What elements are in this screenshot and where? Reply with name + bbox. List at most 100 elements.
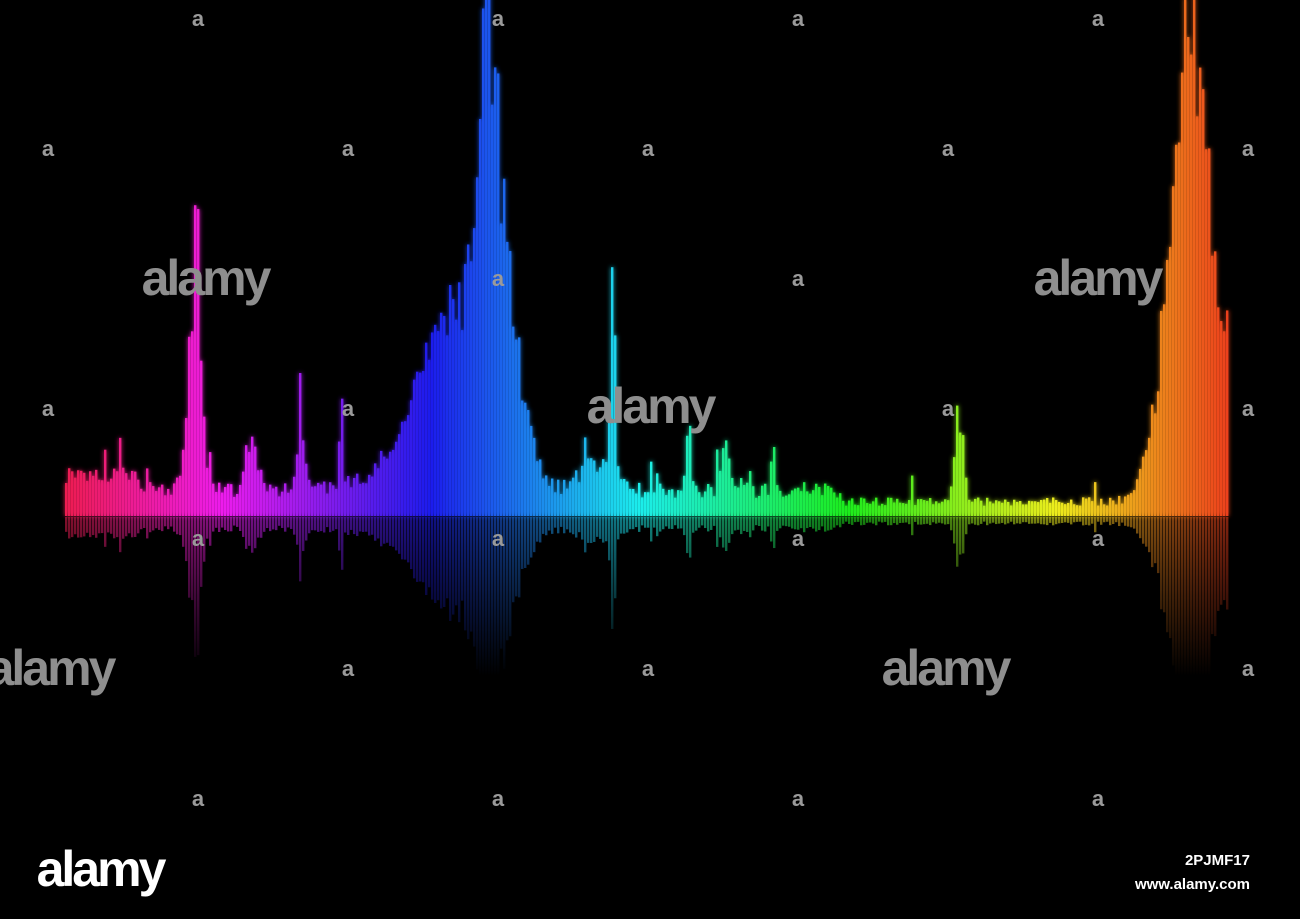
reflection-bar bbox=[332, 517, 335, 531]
reflection-bar bbox=[1196, 517, 1199, 697]
spectrum-bar bbox=[623, 479, 626, 516]
spectrum-bar bbox=[938, 503, 941, 516]
reflection-bar bbox=[593, 517, 596, 542]
spectrum-bar bbox=[647, 492, 650, 516]
spectrum-bar bbox=[962, 435, 965, 516]
spectrum-bar bbox=[134, 471, 137, 516]
reflection-bar bbox=[467, 517, 470, 640]
spectrum-bar bbox=[641, 497, 644, 516]
spectrum-bar bbox=[515, 339, 518, 516]
spectrum-bar bbox=[1109, 497, 1112, 516]
spectrum-bar bbox=[692, 481, 695, 516]
spectrum-bar bbox=[716, 449, 719, 516]
spectrum-bar bbox=[995, 500, 998, 516]
spectrum-bar bbox=[1028, 500, 1031, 516]
spectrum-bar bbox=[530, 425, 533, 516]
reflection-bar bbox=[395, 517, 398, 551]
spectrum-bar bbox=[158, 487, 161, 516]
reflection-bar bbox=[98, 517, 101, 534]
spectrum-bar bbox=[1067, 502, 1070, 516]
reflection-bar bbox=[854, 517, 857, 523]
reflection-bar bbox=[1091, 517, 1094, 524]
spectrum-bar bbox=[302, 440, 305, 516]
spectrum-bar bbox=[893, 502, 896, 516]
spectrum-bar bbox=[491, 104, 494, 517]
spectrum-bar bbox=[638, 482, 641, 516]
reflection-bar bbox=[1097, 517, 1100, 522]
reflection-bar bbox=[119, 517, 122, 553]
reflection-bar bbox=[488, 517, 491, 764]
spectrum-bar bbox=[659, 483, 662, 516]
spectrum-bar bbox=[785, 495, 788, 516]
spectrum-bar bbox=[281, 491, 284, 516]
reflection-bar bbox=[71, 517, 74, 538]
spectrum-bar bbox=[215, 491, 218, 516]
spectrum-bar bbox=[947, 500, 950, 516]
spectrum-bar bbox=[1115, 504, 1118, 516]
reflection-bar bbox=[230, 517, 233, 532]
reflection-bar bbox=[473, 517, 476, 647]
spectrum-bar bbox=[926, 500, 929, 516]
spectrum-bar bbox=[347, 476, 350, 516]
spectrum-bar bbox=[389, 451, 392, 516]
spectrum-bar bbox=[1154, 413, 1157, 516]
spectrum-bar bbox=[539, 459, 542, 516]
spectrum-bar bbox=[485, 0, 488, 516]
spectrum-bar bbox=[902, 503, 905, 516]
reflection-bar bbox=[218, 517, 221, 533]
reflection-bar bbox=[116, 517, 119, 538]
reflection-bar bbox=[755, 517, 758, 526]
reflection-bar bbox=[896, 517, 899, 525]
reflection-bar bbox=[575, 517, 578, 538]
reflection-bar bbox=[212, 517, 215, 532]
reflection-bar bbox=[920, 517, 923, 525]
reflection-bar bbox=[338, 517, 341, 551]
reflection-bar bbox=[92, 517, 95, 536]
spectrum-bar bbox=[632, 488, 635, 516]
spectrum-bar bbox=[722, 448, 725, 516]
spectrum-bar bbox=[884, 505, 887, 516]
reflection-bar bbox=[629, 517, 632, 530]
reflection-bar bbox=[971, 517, 974, 524]
reflection-bar bbox=[803, 517, 806, 533]
reflection-bar bbox=[389, 517, 392, 546]
reflection-bar bbox=[779, 517, 782, 529]
reflection-bar bbox=[1136, 517, 1139, 534]
reflection-bar bbox=[281, 517, 284, 528]
spectrum-bar bbox=[392, 449, 395, 516]
spectrum-bar bbox=[767, 494, 770, 516]
reflection-bar bbox=[1064, 517, 1067, 523]
spectrum-bar bbox=[1070, 499, 1073, 516]
reflection-bar bbox=[77, 517, 80, 538]
reflection-bar bbox=[695, 517, 698, 531]
reflection-bar bbox=[113, 517, 116, 539]
spectrum-bar bbox=[92, 475, 95, 516]
reflection-bar bbox=[299, 517, 302, 582]
spectrum-bar bbox=[431, 332, 434, 516]
spectrum-bar bbox=[473, 228, 476, 516]
reflection-bar bbox=[527, 517, 530, 565]
reflection-bar bbox=[509, 517, 512, 637]
reflection-bar bbox=[1001, 517, 1004, 523]
spectrum-bar bbox=[326, 493, 329, 516]
reflection-bar bbox=[1148, 517, 1151, 553]
spectrum-bar bbox=[974, 498, 977, 516]
spectrum-bar bbox=[308, 479, 311, 516]
reflection-bar bbox=[1151, 517, 1154, 568]
spectrum-bar bbox=[998, 501, 1001, 516]
reflection-bar bbox=[608, 517, 611, 561]
reflection-bar bbox=[554, 517, 557, 528]
spectrum-bar bbox=[950, 486, 953, 516]
spectrum-bar bbox=[806, 491, 809, 516]
spectrum-bar bbox=[77, 470, 80, 516]
spectrum-bar bbox=[218, 482, 221, 516]
reflection-bar bbox=[785, 517, 788, 527]
reflection-bar bbox=[980, 517, 983, 524]
spectrum-bar bbox=[602, 459, 605, 516]
spectrum-bar bbox=[959, 432, 962, 516]
spectrum-bar bbox=[1148, 437, 1151, 516]
spectrum-bar bbox=[521, 400, 524, 516]
watermark-mark: a bbox=[42, 396, 55, 421]
spectrum-bar bbox=[617, 466, 620, 516]
spectrum-bar bbox=[689, 425, 692, 516]
